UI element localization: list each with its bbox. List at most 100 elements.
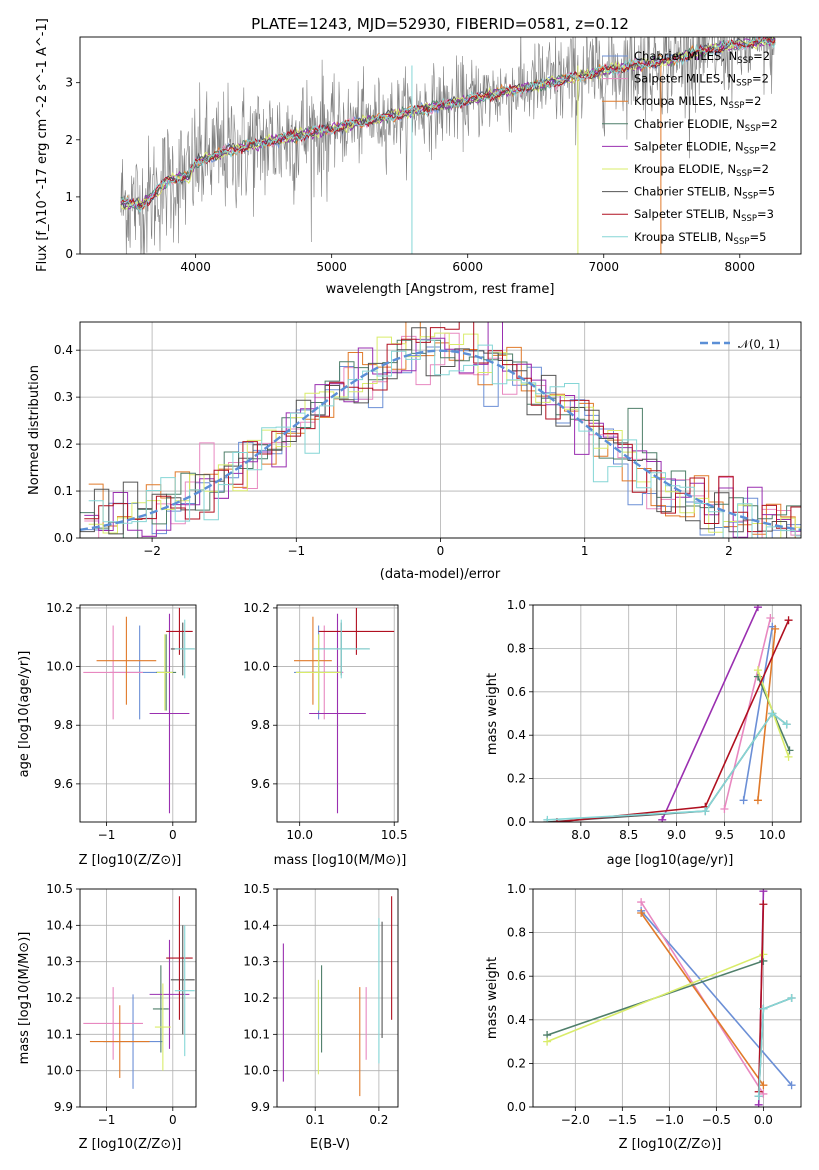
plus-marker [766, 614, 775, 623]
x-tick-label: 10.5 [381, 828, 408, 842]
axes-frame [276, 604, 399, 823]
y-axis-label: Flux [f_λ10^-17 erg cm^-2 s^-1 A^-1] [35, 18, 50, 272]
x-tick-label: −1 [287, 544, 305, 558]
x-tick-label: 8000 [725, 260, 756, 274]
plus-marker [759, 950, 768, 959]
x-tick-label: −0.5 [702, 1113, 731, 1127]
y-tick-label: 0.2 [507, 772, 526, 786]
mass-vs-metallicity-panel: −1 0 9.9 10.0 10.1 10.2 10.3 10.4 10.5 Z [log10(Z… [17, 882, 197, 1152]
plot-content [543, 889, 796, 1107]
y-tick-label: 0.4 [507, 728, 526, 742]
plus-marker [771, 624, 780, 633]
legend-label: Kroupa ELODIE, NSSP=2 [634, 162, 769, 179]
y-tick-label: 10.0 [46, 1064, 73, 1078]
model-spectrum [120, 37, 776, 214]
x-tick-label: 2 [725, 544, 733, 558]
legend: 𝒩(0, 1) [700, 337, 780, 351]
legend-label: Chabrier STELIB, NSSP=5 [634, 185, 775, 202]
legend-label: Chabrier MILES, NSSP=2 [634, 49, 770, 66]
residual-histogram [88, 339, 801, 538]
y-tick-label: 10.3 [46, 955, 73, 969]
y-tick-label: 10.5 [243, 882, 270, 896]
x-tick-label: 10.0 [286, 828, 313, 842]
y-tick-label: 0 [65, 247, 73, 261]
y-tick-label: 9.6 [54, 777, 73, 791]
residual-histogram [88, 332, 801, 538]
residual-histogram [88, 322, 801, 538]
y-tick-label: 9.6 [251, 777, 270, 791]
x-axis-label: Z [log10(Z/Z⊙)] [619, 1137, 722, 1152]
y-tick-label: 3 [65, 76, 73, 90]
plot-content [80, 322, 801, 538]
plus-marker [782, 720, 791, 729]
y-tick-label: 0.6 [507, 685, 526, 699]
x-tick-label: −2 [143, 544, 161, 558]
mass-weight-line [742, 626, 774, 801]
plus-marker [543, 815, 552, 822]
plus-marker [759, 889, 768, 896]
y-tick-label: 0.0 [54, 531, 73, 545]
axes-frame [79, 604, 197, 823]
y-tick-label: 10.0 [243, 1064, 270, 1078]
y-tick-label: 9.9 [251, 1100, 270, 1114]
y-tick-label: 9.8 [54, 718, 73, 732]
plus-marker [754, 1100, 763, 1107]
mass-weight-line [546, 953, 764, 1043]
y-tick-label: 1.0 [507, 882, 526, 896]
mass-weight-vs-age-panel: 8.0 8.5 9.0 9.5 10.0 0.0 0.2 0.4 0.6 0.8 1.0 age [l… [485, 598, 802, 868]
x-tick-label: 0 [169, 828, 177, 842]
x-axis-label: (data-model)/error [380, 567, 501, 582]
spectrum-panel: 4000 5000 6000 7000 8000 0 1 2 3 wavelength [Angs… [35, 18, 802, 297]
plus-marker [759, 1081, 768, 1090]
y-tick-label: 0.1 [54, 484, 73, 498]
x-axis-label: age [log10(age/yr)] [607, 853, 734, 868]
y-axis-label: Normed distribution [27, 365, 42, 495]
x-tick-label: 10.0 [759, 828, 786, 842]
plot-content [282, 896, 393, 1097]
x-tick-label: −1.5 [608, 1113, 637, 1127]
x-tick-label: 9.5 [715, 828, 734, 842]
x-tick-label: −1 [98, 828, 116, 842]
y-tick-label: 9.8 [251, 718, 270, 732]
plus-marker [759, 1089, 768, 1098]
y-tick-label: 0.8 [507, 926, 526, 940]
y-tick-label: 0.3 [54, 390, 73, 404]
y-tick-label: 0.0 [507, 1100, 526, 1114]
legend-label: 𝒩(0, 1) [738, 337, 780, 351]
x-tick-label: 0 [437, 544, 445, 558]
x-tick-label: 5000 [316, 260, 347, 274]
normal-reference-curve [80, 349, 801, 531]
y-tick-label: 10.0 [46, 660, 73, 674]
plus-marker [759, 900, 768, 909]
x-tick-label: 1 [581, 544, 589, 558]
y-tick-label: 10.4 [243, 918, 270, 932]
y-tick-label: 10.2 [243, 601, 270, 615]
x-tick-label: −1.0 [655, 1113, 684, 1127]
plot-content [83, 607, 195, 814]
y-tick-label: 0.8 [507, 641, 526, 655]
y-tick-label: 9.9 [54, 1100, 73, 1114]
x-tick-label: 9.0 [667, 828, 686, 842]
axes-frame [276, 888, 399, 1108]
y-tick-label: 0.0 [507, 815, 526, 829]
x-axis-label: wavelength [Angstrom, rest frame] [326, 282, 555, 297]
axes-frame [79, 321, 802, 539]
y-tick-label: 0.2 [507, 1056, 526, 1070]
plus-marker [754, 1092, 763, 1101]
mass-weight-vs-metallicity-panel: −2.0 −1.5 −1.0 −0.5 0.0 0.0 0.2 0.4 0.6 0.8 1.0 Z [… [485, 882, 802, 1152]
x-tick-label: 0 [169, 1113, 177, 1127]
plus-marker [753, 605, 762, 612]
mass-weight-line [757, 904, 765, 1092]
residual-histogram [80, 339, 801, 538]
plus-marker [768, 709, 777, 718]
plus-marker [701, 807, 710, 816]
plus-marker [784, 752, 793, 761]
x-tick-label: 8.5 [619, 828, 638, 842]
x-tick-label: 0.2 [369, 1113, 388, 1127]
legend-label: Kroupa STELIB, NSSP=5 [634, 230, 766, 247]
y-tick-label: 10.1 [46, 1027, 73, 1041]
y-tick-label: 0.2 [54, 437, 73, 451]
age-vs-metallicity-panel: −1 0 9.6 9.8 10.0 10.2 Z [log10(Z/Z⊙)] age [log… [17, 601, 197, 868]
plus-marker [753, 666, 762, 675]
axes-frame [532, 604, 802, 823]
